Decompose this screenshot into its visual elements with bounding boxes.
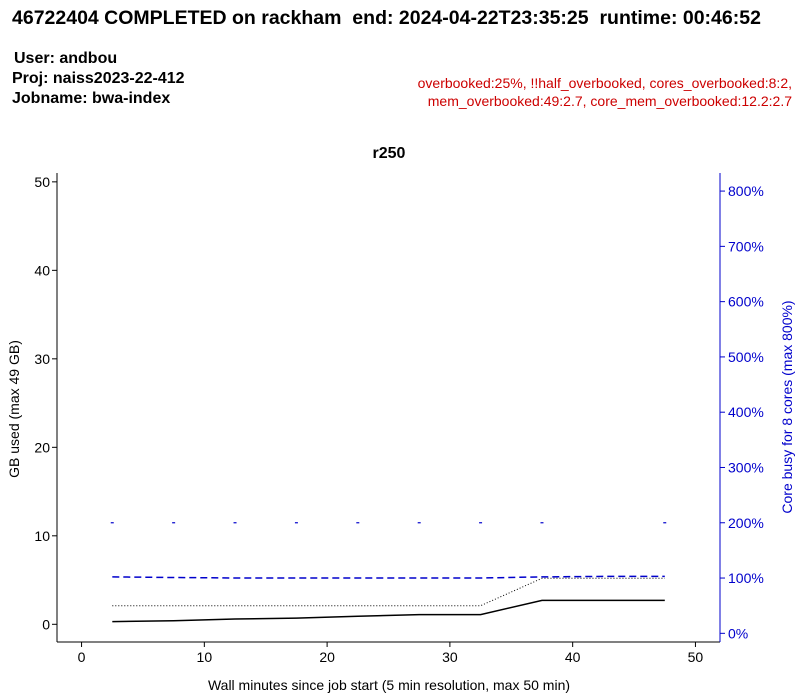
y2-tick-label-8: 800% [728,183,764,199]
x-tick-label-2: 20 [319,649,335,665]
x-tick-label-0: 0 [78,649,86,665]
y-tick-label-1: 10 [34,528,50,544]
y-tick-label-3: 30 [34,351,50,367]
y2-tick-label-2: 200% [728,515,764,531]
user-label: User: andbou [14,50,118,67]
y2-tick-label-4: 400% [728,404,764,420]
jobname-label: Jobname: bwa-index [12,90,171,107]
y-tick-label-2: 20 [34,439,50,455]
x-tick-label-5: 50 [688,649,704,665]
y2-tick-label-3: 300% [728,459,764,475]
chart-marks: 0 10 20 30 40 50010203040500%100%200%300%400%… [34,174,763,665]
y2-tick-label-7: 700% [728,238,764,254]
project-label: Proj: naiss2023-22-412 [12,70,185,87]
y-axis-label: GB used (max 49 GB) [6,340,22,478]
y-tick-label-4: 40 [34,262,50,278]
memory-used-line [112,599,665,623]
y2-tick-label-1: 100% [728,570,764,586]
x-axis-label: Wall minutes since job start (5 min reso… [208,677,570,693]
flags-line-2: mem_overbooked:49:2.7, core_mem_overbook… [427,93,792,109]
overbooking-flags: overbooked:25%, !!half_overbooked, cores… [418,74,792,110]
x-tick-label-4: 40 [565,649,581,665]
y-tick-label-5: 50 [34,174,50,190]
memory-reserved-line [112,577,665,607]
y2-tick-label-5: 500% [728,349,764,365]
y-tick-label-0: 0 [42,616,50,632]
y2-tick-label-0: 0% [728,625,748,641]
x-tick-label-1: 10 [197,649,213,665]
x-tick-label-3: 30 [442,649,458,665]
core-usage-line [112,575,665,579]
y2-axis-label: Core busy for 8 cores (max 800%) [779,300,795,513]
y2-tick-label-6: 600% [728,294,764,310]
chart-title: r250 [373,145,406,162]
job-title: 46722404 COMPLETED on rackham end: 2024-… [12,7,761,29]
flags-line-1: overbooked:25%, !!half_overbooked, cores… [417,75,792,91]
